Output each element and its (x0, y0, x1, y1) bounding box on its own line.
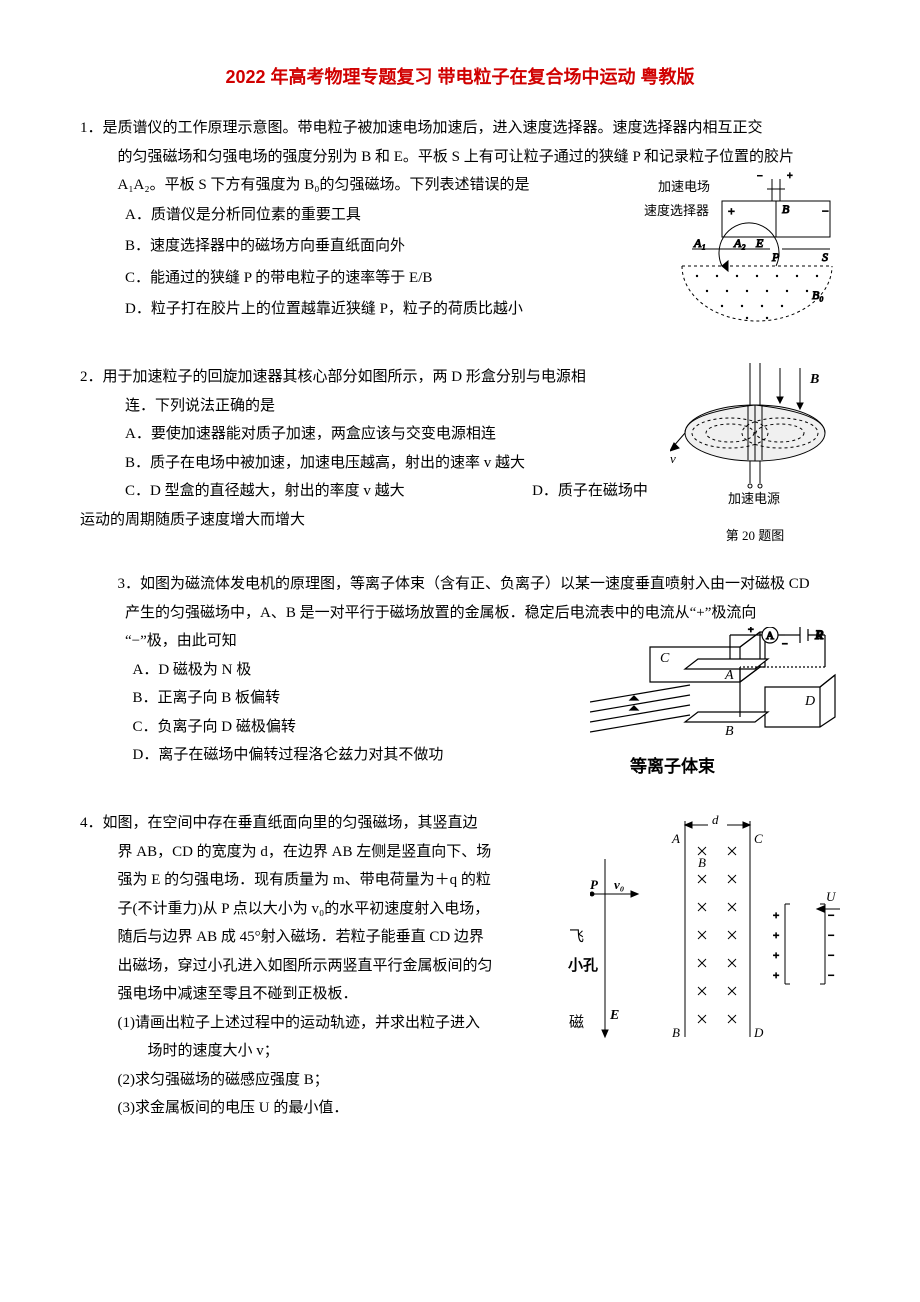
page-title: 2022 年高考物理专题复习 带电粒子在复合场中运动 粤教版 (80, 60, 840, 94)
svg-text:+: + (773, 930, 779, 942)
svg-text:+: + (773, 910, 779, 922)
q2-label-source: 加速电源 (728, 491, 780, 506)
q4-label-bb: B (672, 1025, 680, 1040)
q4-l5: 随后与边界 AB 成 45°射入磁场．若粒子能垂直 CD 边界 (118, 929, 484, 945)
q4-label-dd: D (753, 1025, 764, 1040)
q4-label-u: U (826, 889, 837, 904)
q1-label-a1: A₁ (693, 236, 706, 250)
svg-text:−: − (757, 171, 763, 182)
q2-opt-c: C．D 型盒的直径越大，射出的率度 v 越大 (125, 483, 405, 499)
svg-text:+: + (728, 204, 735, 218)
svg-text:−: − (822, 204, 829, 218)
svg-text:+: + (773, 950, 779, 962)
q4-l6-side: 小孔 (568, 952, 598, 981)
question-4: + + + + − − − − d (80, 809, 840, 1123)
q4-l6: 出磁场，穿过小孔进入如图所示两竖直平行金属板间的匀 (118, 958, 493, 974)
q2-opt-d: D．质子在磁场中 (532, 483, 648, 499)
q4-label-a: A (671, 831, 680, 846)
q2-label-b: B (809, 372, 819, 387)
q1-label-b0: B₀ (812, 288, 824, 302)
q3-label-ammeter: A (766, 630, 774, 642)
q2-label-v: v (670, 451, 676, 466)
q1-label-selector: 速度选择器 (644, 203, 709, 218)
q3-label-bplate: B (725, 724, 734, 739)
question-1: 1．是质谱仪的工作原理示意图。带电粒子被加速电场加速后，进入速度选择器。速度选择… (80, 114, 840, 341)
q4-label-d: d (712, 812, 719, 827)
q4-p1-tail: 磁 (569, 1009, 584, 1038)
svg-text:+: + (773, 970, 779, 982)
q1-label-b: B (782, 202, 790, 216)
q3-label-a: A (724, 668, 734, 683)
q4-label-bfield: B (698, 855, 706, 870)
q4-label-p: P (590, 877, 599, 892)
q4-p3: (3)求金属板间的电压 U 的最小值． (80, 1094, 840, 1123)
q1-line1: 1．是质谱仪的工作原理示意图。带电粒子被加速电场加速后，进入速度选择器。速度选择… (80, 114, 840, 143)
q3-label-beam: 等离子体束 (630, 756, 715, 776)
question-3: 3．如图为磁流体发电机的原理图，等离子体束（含有正、负离子）以某一速度垂直喷射入… (80, 570, 840, 787)
q4-label-e: E (609, 1008, 619, 1023)
q2-fig-caption: 第 20 题图 (670, 524, 840, 549)
q1-label-accel: 加速电场 (658, 179, 710, 194)
q4-label-v0: v₀ (614, 877, 624, 892)
q2-figure-wrap: B v 加速电源 第 20 题图 (670, 363, 840, 548)
svg-text:−: − (828, 970, 834, 982)
question-2: B v 加速电源 第 20 题图 2．用于加速粒子的回旋加速器其核心部分如图所示… (80, 363, 840, 548)
svg-text:−: − (828, 950, 834, 962)
q1-figure: −+ + − B A₁ A₂ E P S B₀ (622, 171, 840, 341)
q1-label-e: E (755, 236, 764, 250)
q4-p2: (2)求匀强磁场的磁感应强度 B； (80, 1066, 840, 1095)
q4-l5-tail: 飞 (569, 923, 584, 952)
svg-text:−: − (782, 639, 788, 650)
svg-text:−: − (828, 930, 834, 942)
q4-p1a: (1)请画出粒子上述过程中的运动轨迹，并求出粒子进入 (118, 1015, 481, 1031)
q3-label-d: D (804, 694, 815, 709)
q4-label-c: C (754, 831, 763, 846)
svg-text:+: + (748, 627, 754, 636)
svg-text:−: − (828, 910, 834, 922)
q3-figure: A +− R C A D B 等离子体束 (590, 627, 840, 787)
q1-label-s: S (822, 250, 828, 264)
q1-label-a2: A₂ (733, 236, 746, 250)
q3-label-c: C (660, 651, 670, 666)
q4-figure: + + + + − − − − d (590, 809, 840, 1049)
svg-text:+: + (787, 171, 793, 182)
q3-line2: 产生的匀强磁场中，A、B 是一对平行于磁场放置的金属板．稳定后电流表中的电流从“… (80, 599, 840, 628)
q1-line2: 的匀强磁场和匀强电场的强度分别为 B 和 E。平板 S 上有可让粒子通过的狭缝 … (80, 143, 840, 172)
q2-figure: B v 加速电源 (670, 363, 840, 513)
q3-line1: 3．如图为磁流体发电机的原理图，等离子体束（含有正、负离子）以某一速度垂直喷射入… (80, 570, 840, 599)
